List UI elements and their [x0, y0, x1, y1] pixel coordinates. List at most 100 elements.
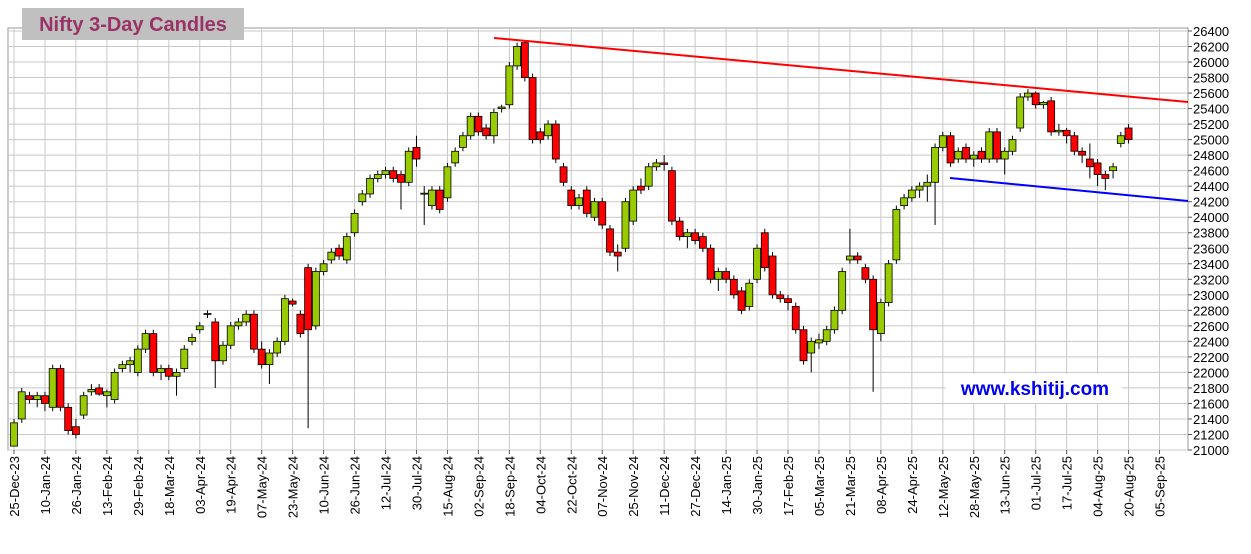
y-tick-label: 24800	[1193, 148, 1229, 163]
y-tick-label: 21400	[1193, 412, 1229, 427]
candle-body	[668, 170, 676, 222]
x-tick-label: 27-Dec-24	[688, 456, 703, 517]
candle-body	[969, 154, 978, 160]
y-tick-label: 23200	[1193, 272, 1229, 287]
x-tick-label: 07-Nov-24	[595, 456, 610, 517]
candle-body	[265, 352, 274, 366]
candle-body	[211, 321, 220, 362]
candle-body	[652, 162, 661, 168]
y-tick-label: 22000	[1193, 365, 1229, 380]
candle-body	[598, 201, 607, 226]
candle-body	[342, 236, 351, 261]
candle-body	[435, 189, 444, 210]
candle-body	[714, 271, 723, 280]
x-tick-label: 30-Jul-24	[409, 456, 424, 510]
y-tick-label: 23400	[1193, 257, 1229, 272]
candle-body	[110, 372, 119, 400]
candle-body	[637, 185, 645, 191]
candle-body	[1008, 139, 1017, 152]
candle-body	[389, 170, 398, 179]
candle-body	[621, 201, 630, 249]
x-tick-label: 04-Aug-25	[1091, 456, 1106, 517]
candle-body	[195, 325, 204, 331]
candle-body	[327, 251, 336, 261]
candle-body	[366, 178, 374, 195]
candle-body	[48, 368, 57, 408]
candle-body	[1093, 162, 1102, 175]
x-tick-label: 23-May-24	[286, 456, 301, 518]
candle-body	[459, 135, 467, 148]
candle-body	[188, 337, 196, 342]
candle-body	[938, 135, 947, 148]
candle-body	[551, 123, 560, 160]
x-tick-label: 25-Dec-23	[7, 456, 22, 517]
candle-body	[838, 271, 847, 311]
candle-body	[691, 232, 700, 241]
y-tick-label: 26000	[1193, 55, 1229, 70]
candle-body	[72, 426, 80, 435]
candle-body	[1062, 129, 1071, 137]
candle-body	[226, 325, 235, 346]
candle-body	[629, 189, 638, 222]
candle-body	[675, 220, 684, 238]
candle-body	[41, 395, 49, 404]
x-tick-label: 26-Jan-24	[69, 456, 84, 515]
candle-body	[1085, 158, 1094, 168]
y-tick-label: 23000	[1193, 288, 1229, 303]
candle-body	[311, 271, 320, 327]
candle-body	[33, 395, 42, 400]
watermark: www.kshitij.com	[960, 379, 1109, 400]
candle-body	[536, 131, 545, 141]
candle-body	[489, 112, 498, 137]
candle-body	[257, 348, 266, 366]
resistance-line	[493, 37, 1189, 103]
candle-body	[25, 395, 34, 400]
candle-body	[753, 247, 761, 280]
candle-body	[768, 255, 777, 296]
candle-body	[497, 106, 506, 109]
candle-body	[977, 150, 986, 160]
y-tick-label: 22600	[1193, 319, 1229, 334]
y-tick-label: 26200	[1193, 40, 1229, 55]
candle-body	[203, 313, 212, 315]
candle-body	[420, 192, 429, 195]
candle-body	[784, 298, 792, 303]
y-tick-label: 24600	[1193, 164, 1229, 179]
candle-body	[1078, 150, 1087, 156]
candle-body	[79, 395, 88, 416]
y-tick-label: 21200	[1193, 427, 1229, 442]
x-tick-label: 25-Nov-24	[626, 456, 641, 517]
candle-body	[559, 166, 568, 183]
y-tick-label: 21800	[1193, 381, 1229, 396]
x-tick-label: 05-Sep-25	[1153, 456, 1168, 517]
candle-body	[807, 340, 816, 354]
candle-body	[544, 123, 552, 137]
x-tick-label: 15-Aug-24	[440, 456, 455, 517]
candle-body	[1116, 135, 1125, 144]
candle-body	[482, 127, 491, 137]
candle-body	[1047, 100, 1056, 133]
y-tick-label: 22400	[1193, 334, 1229, 349]
x-tick-label: 03-Apr-24	[193, 456, 208, 514]
y-tick-label: 25200	[1193, 117, 1229, 132]
candle-body	[606, 228, 614, 253]
candle-body	[242, 313, 251, 323]
support-line	[949, 177, 1189, 202]
candle-body	[17, 391, 26, 420]
y-tick-label: 21600	[1193, 396, 1229, 411]
candle-body	[528, 77, 537, 141]
x-tick-label: 10-Jun-24	[317, 456, 332, 515]
candle-body	[760, 232, 769, 269]
candle-body	[644, 166, 653, 187]
candle-body	[1109, 166, 1117, 172]
candle-body	[729, 278, 738, 296]
y-tick-label: 23600	[1193, 241, 1229, 256]
candle-body	[776, 294, 785, 300]
y-tick-label: 25800	[1193, 71, 1229, 86]
candle-body	[861, 267, 870, 280]
candle-body	[830, 309, 839, 331]
candle-body	[799, 329, 808, 362]
candle-body	[869, 278, 878, 331]
candle-body	[172, 372, 181, 377]
candle-body	[141, 333, 150, 350]
